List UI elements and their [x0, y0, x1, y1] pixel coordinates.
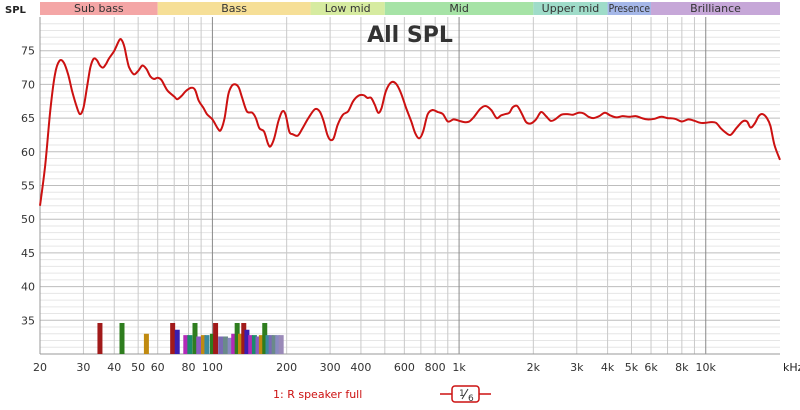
band-label-4: Upper mid	[542, 2, 600, 15]
y-tick-label: 40	[21, 281, 35, 294]
x-tick-label: 100	[202, 361, 223, 374]
band-4	[533, 2, 608, 15]
mode-bar	[278, 335, 284, 354]
band-0	[40, 2, 158, 15]
mode-bar	[251, 335, 257, 354]
x-tick-label: 40	[107, 361, 121, 374]
x-tick-label: 20	[33, 361, 47, 374]
legend-series-label: 1: R speaker full	[273, 388, 362, 401]
band-label-2: Low mid	[325, 2, 371, 15]
mode-bar	[174, 329, 180, 354]
y-tick-label: 45	[21, 247, 35, 260]
x-tick-label: 5k	[625, 361, 639, 374]
x-tick-label: 30	[76, 361, 90, 374]
x-tick-label: 6k	[644, 361, 658, 374]
band-5	[607, 2, 652, 15]
y-tick-label: 60	[21, 146, 35, 159]
y-tick-label: 65	[21, 112, 35, 125]
x-tick-label: 600	[394, 361, 415, 374]
band-1	[157, 2, 311, 15]
mode-bar	[187, 335, 193, 354]
chart-title: All SPL	[367, 23, 453, 48]
mode-bar	[258, 335, 264, 354]
mode-bar	[265, 335, 271, 354]
y-axis-label: SPL	[5, 5, 27, 16]
mode-bar	[275, 335, 281, 354]
series-line-r-speaker	[39, 38, 781, 206]
band-label-3: Mid	[449, 2, 469, 15]
band-2	[310, 2, 385, 15]
mode-bar	[204, 335, 210, 354]
smoothing-numerator: 1	[459, 389, 465, 399]
x-tick-label: 60	[151, 361, 165, 374]
mode-bar	[213, 322, 219, 354]
mode-bar	[143, 333, 149, 354]
smoothing-selector[interactable]: 1 6	[440, 385, 491, 404]
mode-bar	[183, 335, 189, 354]
x-tick-label: 3k	[570, 361, 584, 374]
mode-bar	[192, 322, 198, 354]
mode-bar	[170, 322, 176, 354]
mode-bar	[209, 333, 215, 354]
y-tick-label: 35	[21, 314, 35, 327]
y-tick-label: 55	[21, 180, 35, 193]
mode-bar	[234, 322, 240, 354]
mode-bar	[200, 335, 206, 354]
band-6	[651, 2, 780, 15]
mode-bar	[271, 335, 277, 354]
smoothing-denominator: 6	[468, 394, 474, 404]
mode-bar	[196, 336, 202, 354]
y-tick-label: 70	[21, 78, 35, 91]
mode-bar	[231, 333, 237, 354]
mode-bar	[244, 329, 250, 354]
x-tick-label: 2k	[527, 361, 541, 374]
mode-bar	[268, 335, 274, 354]
mode-bar	[262, 322, 268, 354]
mode-bar	[238, 333, 244, 354]
mode-bar	[223, 336, 229, 354]
band-3	[384, 2, 534, 15]
x-tick-label: 8k	[675, 361, 689, 374]
x-tick-label: 10k	[696, 361, 717, 374]
x-tick-label: 4k	[601, 361, 615, 374]
x-tick-label: 1k	[452, 361, 466, 374]
x-tick-label: 50	[131, 361, 145, 374]
band-label-5: Presence	[609, 2, 651, 15]
x-tick-label: 300	[320, 361, 341, 374]
x-tick-label: 80	[182, 361, 196, 374]
mode-bar	[218, 336, 224, 354]
mode-bar	[119, 322, 125, 354]
x-tick-label: 800	[425, 361, 446, 374]
mode-bar	[227, 337, 233, 354]
mode-bar	[97, 322, 103, 354]
mode-bar	[255, 336, 261, 354]
x-tick-label: 400	[350, 361, 371, 374]
mode-bar	[241, 322, 247, 354]
x-tick-label: 200	[276, 361, 297, 374]
x-axis-unit: kHz	[783, 361, 800, 374]
band-label-1: Bass	[221, 2, 247, 15]
y-tick-label: 75	[21, 45, 35, 58]
y-tick-label: 50	[21, 213, 35, 226]
band-label-6: Brilliance	[690, 2, 741, 15]
mode-bar	[248, 335, 254, 354]
band-label-0: Sub bass	[74, 2, 124, 15]
